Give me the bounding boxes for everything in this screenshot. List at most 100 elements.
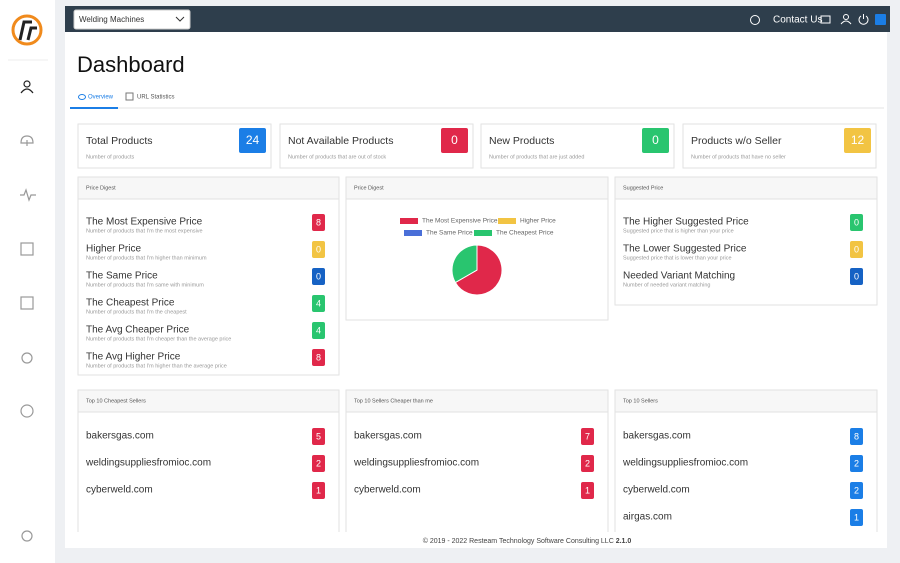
tab-overview[interactable]: Overview [88, 95, 114, 101]
badge [850, 482, 863, 499]
badge-value: 0 [316, 244, 321, 254]
footer-text: © 2019 - 2022 Resteam Technology Softwar… [423, 537, 614, 545]
item-label: The Avg Cheaper Price [86, 325, 190, 336]
card-subtitle: Number of products that are out of stock [288, 154, 386, 160]
item-subtitle: Number of products that I'm higher than … [86, 363, 227, 369]
nav-upload[interactable] [20, 135, 34, 146]
badge-value: 5 [316, 431, 321, 441]
language-icon[interactable] [750, 15, 760, 25]
item-subtitle: Suggested price that is higher than your… [623, 228, 734, 234]
seller-name: weldingsuppliesfromioc.com [622, 458, 748, 469]
item-subtitle: Suggested price that is lower than your … [623, 255, 732, 261]
badge-value: 2 [854, 485, 859, 495]
panel-title: Price Digest [86, 185, 116, 191]
panel [345, 389, 609, 541]
badge [850, 214, 863, 231]
badge-value: 8 [316, 352, 321, 362]
stat-card [279, 123, 474, 169]
overview-icon [78, 94, 86, 100]
badge-value: 2 [585, 458, 590, 468]
mail-icon [820, 15, 831, 24]
panel-title: Top 10 Cheapest Sellers [86, 398, 146, 404]
legend-label: The Most Expensive Price [422, 218, 498, 225]
badge-value: 0 [451, 133, 458, 147]
badge [441, 128, 468, 153]
card-subtitle: Number of products that are just added [489, 154, 584, 160]
item-label: The Same Price [86, 271, 158, 282]
badge [850, 455, 863, 472]
badge-value: 24 [246, 133, 260, 147]
panel-title: Top 10 Sellers Cheaper than me [354, 398, 433, 404]
panel-header [78, 177, 339, 199]
badge [581, 455, 594, 472]
badge [844, 128, 871, 153]
panel [77, 176, 340, 376]
badge [850, 268, 863, 285]
contact-link[interactable]: Contact Us [773, 15, 822, 26]
checkbox[interactable] [875, 14, 886, 25]
item-subtitle: Number of products that I'm same with mi… [86, 282, 204, 288]
account-icon[interactable] [840, 14, 852, 25]
badge [850, 509, 863, 526]
item-subtitle: Number of products that I'm the cheapest [86, 309, 187, 315]
panel [614, 389, 878, 541]
card-title: Products w/o Seller [691, 135, 782, 147]
item-subtitle: Number of products that I'm the most exp… [86, 228, 203, 234]
badge-value: 4 [316, 298, 321, 308]
panel-header [615, 177, 877, 199]
panel-header [78, 390, 339, 412]
page-title: Dashboard [77, 52, 185, 77]
url-icon [125, 92, 134, 101]
legend-swatch [400, 218, 418, 224]
badge-value: 2 [316, 458, 321, 468]
panel-title: Top 10 Sellers [623, 398, 658, 404]
badge [312, 482, 325, 499]
product-select-text: Welding Machines [79, 15, 144, 24]
legend-label: The Same Price [426, 230, 473, 237]
card-subtitle: Number of products [86, 154, 135, 160]
product-select[interactable] [73, 9, 191, 30]
panel-title: Price Digest [354, 185, 384, 191]
badge [850, 241, 863, 258]
nav-chart[interactable] [20, 404, 34, 418]
item-subtitle: Number of products that I'm cheaper than… [86, 336, 231, 342]
nav-settings[interactable] [21, 530, 33, 542]
logout-icon[interactable] [858, 14, 869, 25]
nav-activity[interactable] [20, 188, 36, 202]
badge [850, 428, 863, 445]
panel-header [615, 390, 877, 412]
legend-label: Higher Price [520, 218, 556, 225]
seller-name: cyberweld.com [354, 485, 421, 496]
badge [312, 428, 325, 445]
nav-calendar[interactable] [20, 296, 34, 310]
panel [77, 389, 340, 541]
card-subtitle: Number of products that have no seller [691, 154, 786, 160]
badge-value: 0 [854, 217, 859, 227]
badge [312, 349, 325, 366]
badge-value: 12 [851, 133, 865, 147]
tab-url-statistics[interactable]: URL Statistics [137, 95, 174, 101]
logo [11, 14, 43, 46]
badge-value: 7 [585, 431, 590, 441]
badge-value: 8 [854, 431, 859, 441]
item-label: Needed Variant Matching [623, 271, 735, 282]
badge [581, 428, 594, 445]
badge [312, 322, 325, 339]
seller-name: weldingsuppliesfromioc.com [353, 458, 479, 469]
legend-swatch [498, 218, 516, 224]
panel-header [346, 390, 608, 412]
top-bar [65, 6, 890, 32]
badge [312, 455, 325, 472]
nav-power[interactable] [21, 352, 33, 364]
footer: © 2019 - 2022 Resteam Technology Softwar… [423, 537, 632, 545]
legend-swatch [404, 230, 422, 236]
nav-image[interactable] [20, 242, 34, 256]
nav-user[interactable] [20, 80, 34, 94]
badge [239, 128, 266, 153]
item-label: The Avg Higher Price [86, 352, 181, 363]
item-label: The Lower Suggested Price [623, 244, 747, 255]
badge-value: 0 [316, 271, 321, 281]
item-subtitle: Number of needed variant matching [623, 282, 710, 288]
seller-name: airgas.com [623, 512, 672, 523]
top-icons [840, 14, 869, 25]
